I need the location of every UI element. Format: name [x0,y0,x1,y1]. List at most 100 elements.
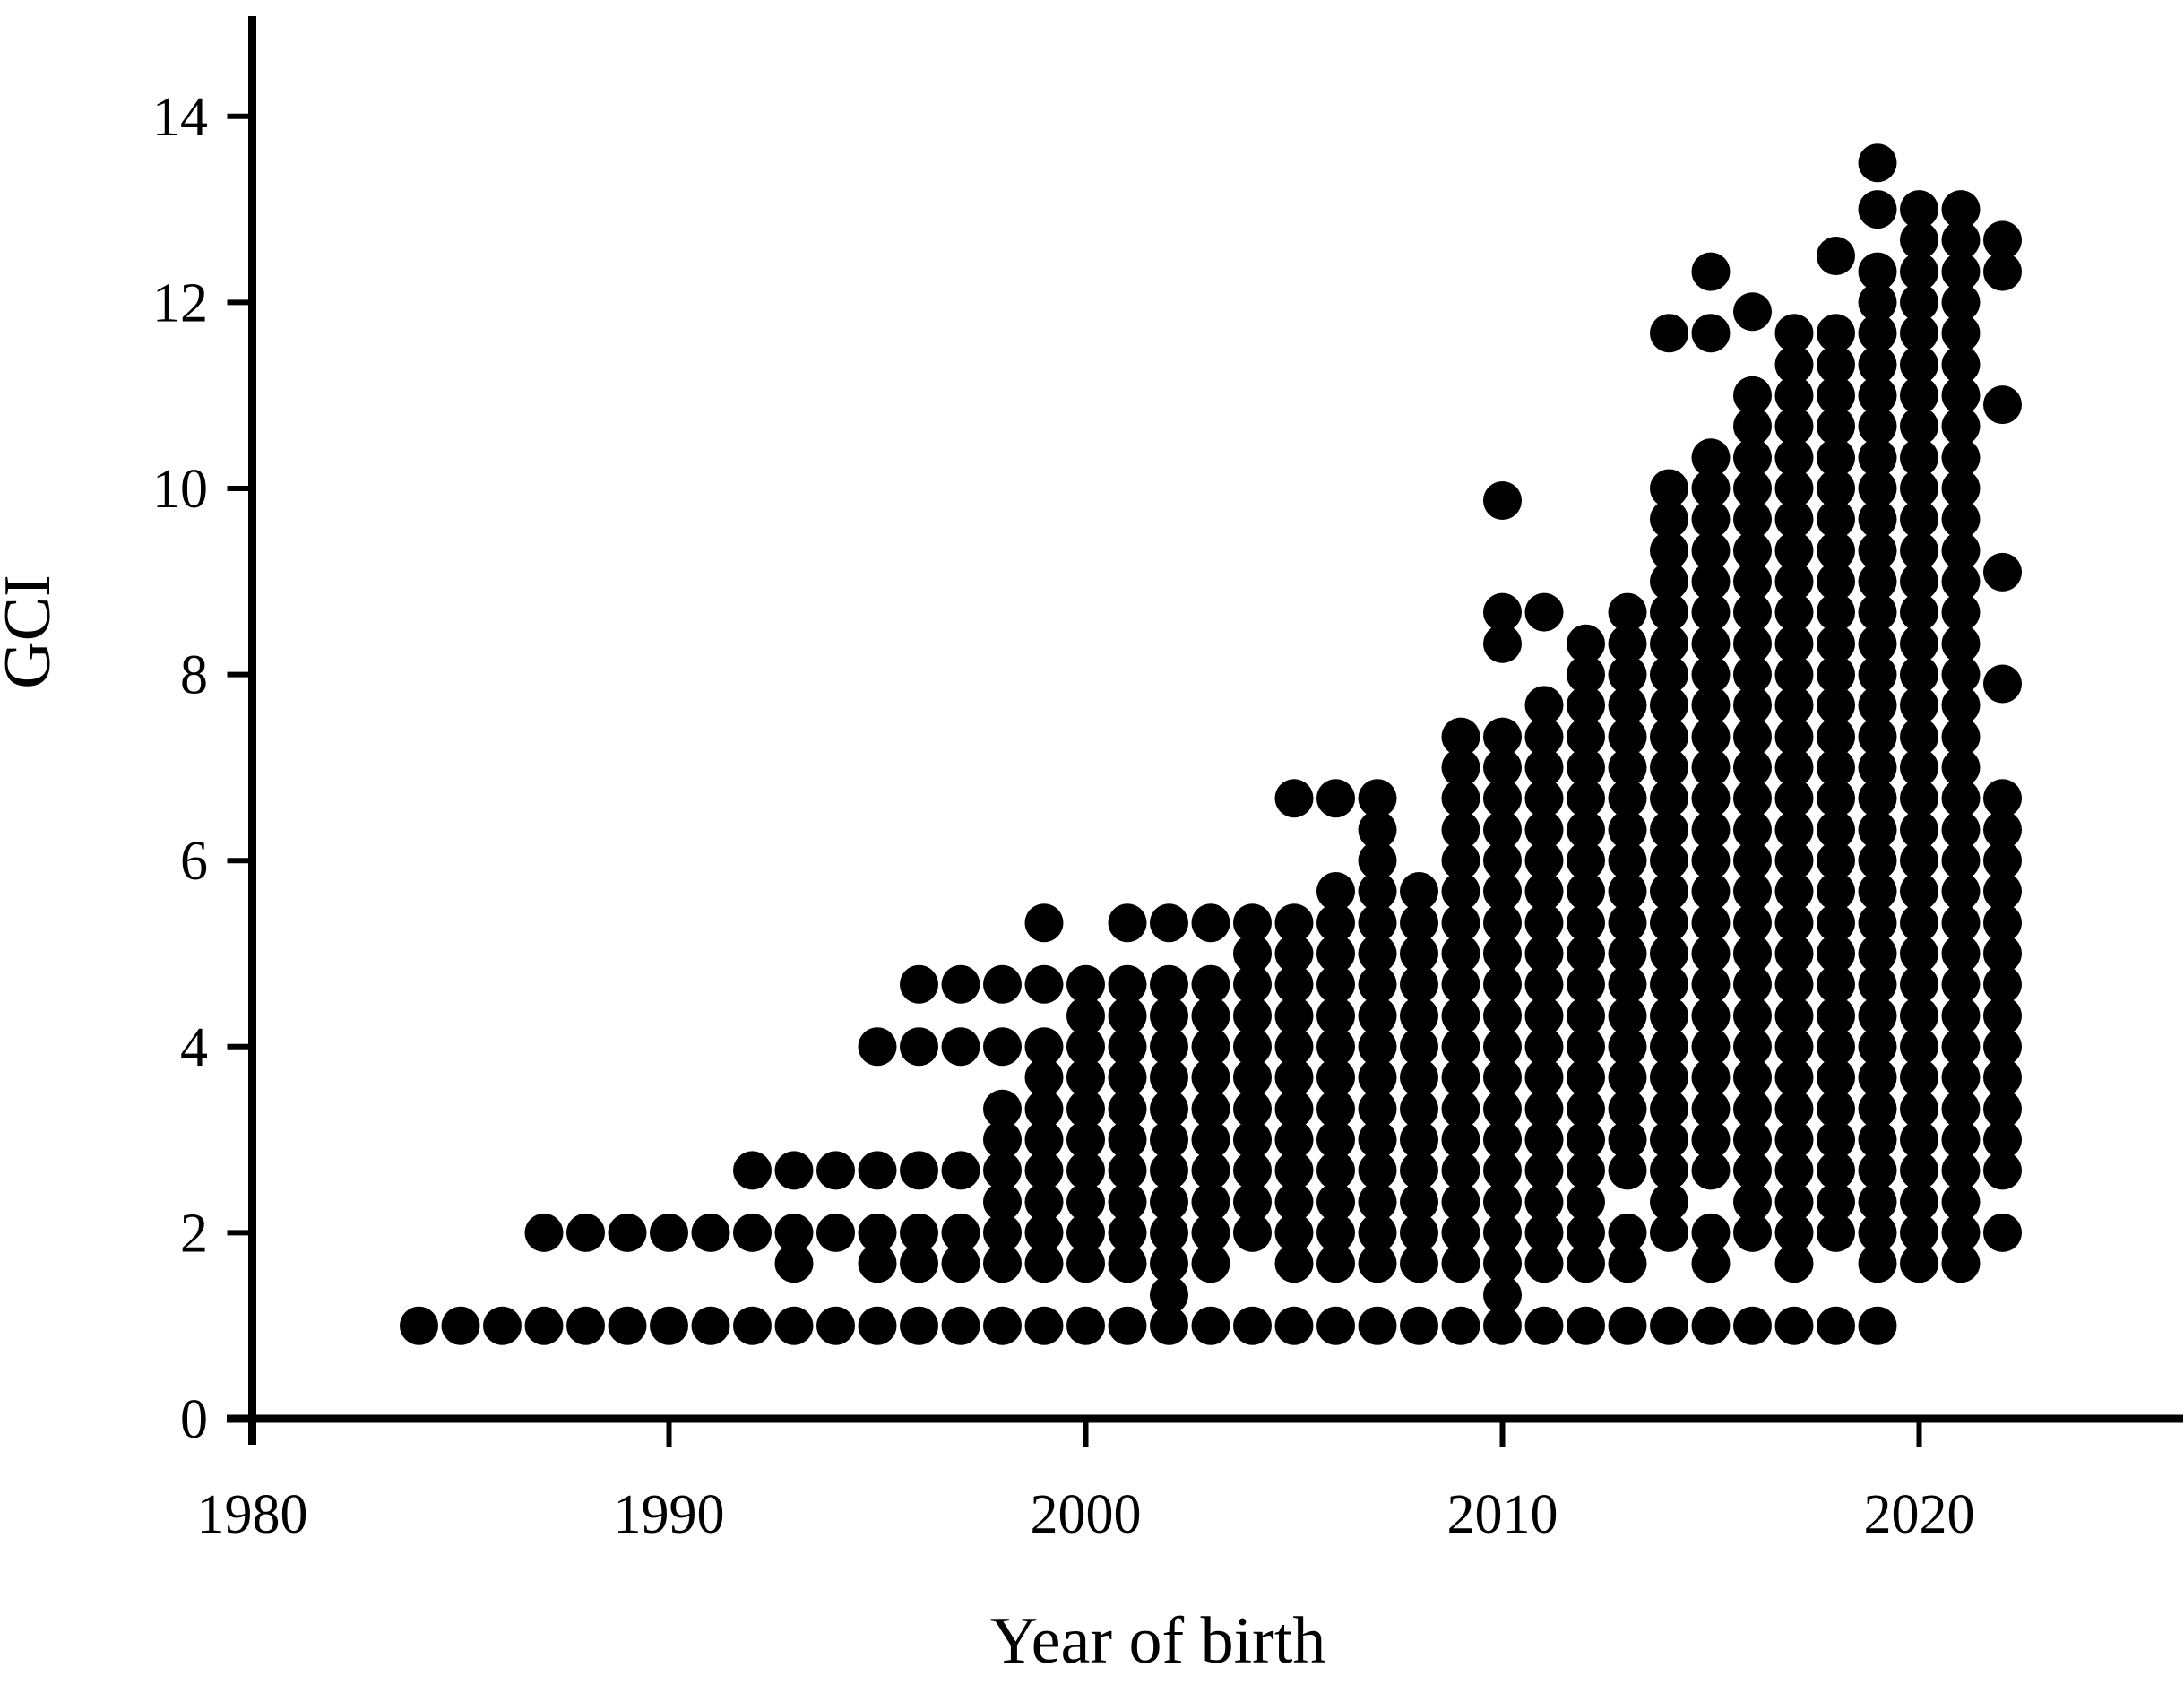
data-point [1441,1058,1480,1097]
data-point [1858,1151,1897,1190]
data-point [1900,872,1938,911]
data-point [1483,810,1522,850]
data-point [1274,779,1314,818]
data-point [1567,1058,1605,1097]
data-point [1316,1089,1355,1128]
data-point [1274,1151,1314,1190]
data-point [1900,686,1938,725]
data-point [1150,997,1188,1035]
data-point [1400,1244,1438,1283]
data-point [1817,1058,1855,1097]
data-point [1400,903,1438,943]
data-point [1900,1089,1938,1128]
data-point [1316,1213,1355,1252]
data-point [1400,997,1438,1035]
data-point [1150,903,1188,943]
data-point [1024,1151,1064,1190]
data-point [1524,964,1564,1004]
data-point [1983,1213,2022,1252]
data-point [1650,1089,1688,1128]
data-point [1650,655,1688,695]
data-point [941,1244,980,1283]
data-point [1900,903,1938,943]
data-point [1108,1151,1147,1190]
data-point [1608,717,1647,756]
data-point [1274,997,1314,1035]
data-point [1941,872,1981,911]
data-point [1483,841,1522,880]
data-point [1024,1058,1064,1097]
data-point [1650,1058,1688,1097]
data-point [1691,1027,1731,1067]
data-point [1567,997,1605,1035]
data-point [1900,220,1938,260]
data-point [1774,747,1814,787]
data-point [1941,220,1981,260]
data-point [1983,964,2022,1004]
data-point [1524,1120,1564,1160]
data-point [1108,997,1147,1035]
data-point [1774,1120,1814,1160]
data-point [1983,872,2022,911]
data-point [441,1306,480,1345]
data-point [1817,1151,1855,1190]
data-point [1024,964,1064,1004]
data-point [941,1151,980,1190]
x-tick-label: 2000 [1031,1484,1142,1545]
data-point [1441,872,1480,911]
data-point [1233,1120,1272,1160]
data-point [1900,531,1938,570]
data-point [1650,810,1688,850]
data-point [691,1306,730,1345]
data-point [1774,872,1814,911]
data-point [1066,1151,1105,1190]
data-point [1358,1151,1397,1190]
data-point [774,1306,814,1345]
data-point [1691,997,1731,1035]
data-point [1858,964,1897,1004]
data-point [1817,1182,1855,1222]
data-point [1858,1120,1897,1160]
data-point [816,1213,855,1252]
data-point [1441,1151,1480,1190]
data-point [566,1213,605,1252]
data-point [1691,841,1731,880]
data-point [1900,810,1938,850]
data-point [1400,964,1438,1004]
data-point [1567,747,1605,787]
data-point [1733,841,1772,880]
data-point [1941,1058,1981,1097]
data-point [1774,407,1814,445]
data-point [1941,562,1981,601]
data-point [1817,810,1855,850]
data-point [1024,1027,1064,1067]
data-point [1524,1089,1564,1128]
data-point [1900,376,1938,415]
data-point [1483,1275,1522,1315]
data-point [1483,1058,1522,1097]
data-point [1817,1089,1855,1128]
data-point [1858,1182,1897,1222]
data-point [1150,1244,1188,1283]
data-point [1817,655,1855,695]
data-point [1733,1120,1772,1160]
data-point [1483,747,1522,787]
data-point [1900,1213,1938,1252]
data-point [1941,314,1981,353]
data-point [1608,810,1647,850]
data-point [733,1306,772,1345]
data-point [1983,997,2022,1035]
data-point [1691,469,1731,508]
data-point [816,1306,855,1345]
data-point [1900,1151,1938,1190]
data-point [1691,717,1731,756]
data-point [1817,438,1855,478]
data-point [1400,1182,1438,1222]
data-point [1733,292,1772,332]
data-point [1066,1058,1105,1097]
data-point [1858,345,1897,384]
data-point [1733,376,1772,415]
data-point [1691,934,1731,973]
data-point [1191,903,1230,943]
data-point [1274,964,1314,1004]
